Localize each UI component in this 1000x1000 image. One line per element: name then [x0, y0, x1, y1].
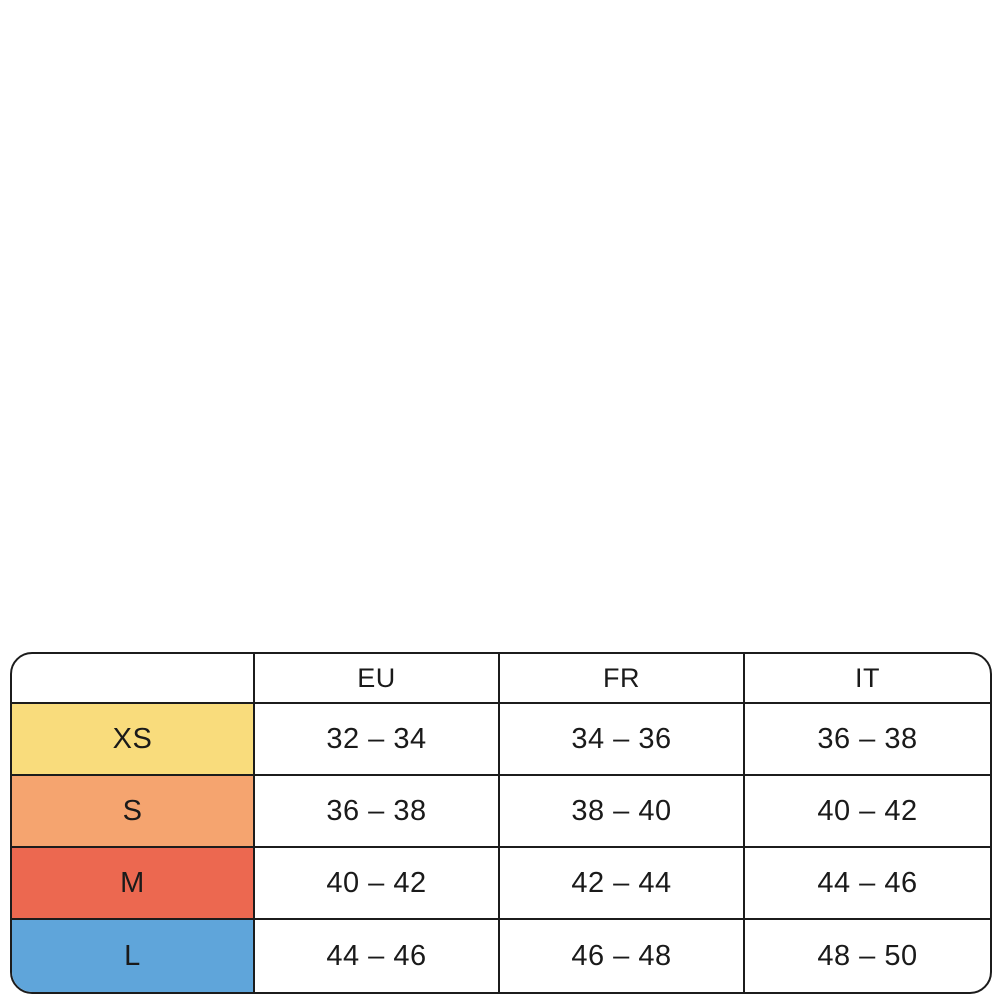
size-table-grid: EU FR IT XS 32 – 34 34 – 36 36 – 38 S 36…: [12, 654, 990, 992]
value-cell-s-it: 40 – 42: [745, 776, 990, 848]
size-cell-l: L: [12, 920, 255, 992]
size-cell-xs: XS: [12, 704, 255, 776]
value-cell-m-fr: 42 – 44: [500, 848, 745, 920]
value-cell-l-eu: 44 – 46: [255, 920, 500, 992]
header-cell-it: IT: [745, 654, 990, 704]
header-cell-empty: [12, 654, 255, 704]
value-cell-m-it: 44 – 46: [745, 848, 990, 920]
header-cell-fr: FR: [500, 654, 745, 704]
value-cell-xs-it: 36 – 38: [745, 704, 990, 776]
size-cell-m: M: [12, 848, 255, 920]
header-cell-eu: EU: [255, 654, 500, 704]
value-cell-xs-eu: 32 – 34: [255, 704, 500, 776]
value-cell-l-it: 48 – 50: [817, 939, 918, 972]
value-cell-m-eu: 40 – 42: [255, 848, 500, 920]
size-cell-s: S: [12, 776, 255, 848]
value-cell-xs-fr: 34 – 36: [500, 704, 745, 776]
value-cell-l-fr: 46 – 48: [500, 920, 745, 992]
size-conversion-table: EU FR IT XS 32 – 34 34 – 36 36 – 38 S 36…: [10, 652, 992, 994]
value-cell-s-eu: 36 – 38: [255, 776, 500, 848]
value-cell-s-fr: 38 – 40: [500, 776, 745, 848]
